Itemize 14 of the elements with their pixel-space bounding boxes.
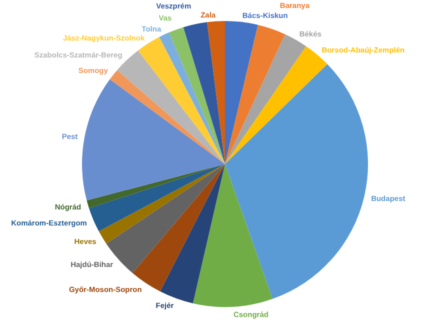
pie-slice (225, 24, 286, 164)
pie-slice (192, 164, 273, 307)
pie-slice (110, 70, 225, 164)
pie-slice (86, 164, 225, 208)
pie-slice (225, 64, 368, 299)
pie-slice (98, 164, 225, 244)
pie-slice (160, 164, 225, 304)
pie-slice (207, 21, 225, 164)
pie-slice (82, 79, 225, 200)
pie-slice (183, 22, 225, 164)
pie-slice (169, 27, 225, 164)
pie-slice (89, 164, 225, 232)
pie-slice (225, 21, 258, 164)
pie-slice (159, 32, 225, 164)
